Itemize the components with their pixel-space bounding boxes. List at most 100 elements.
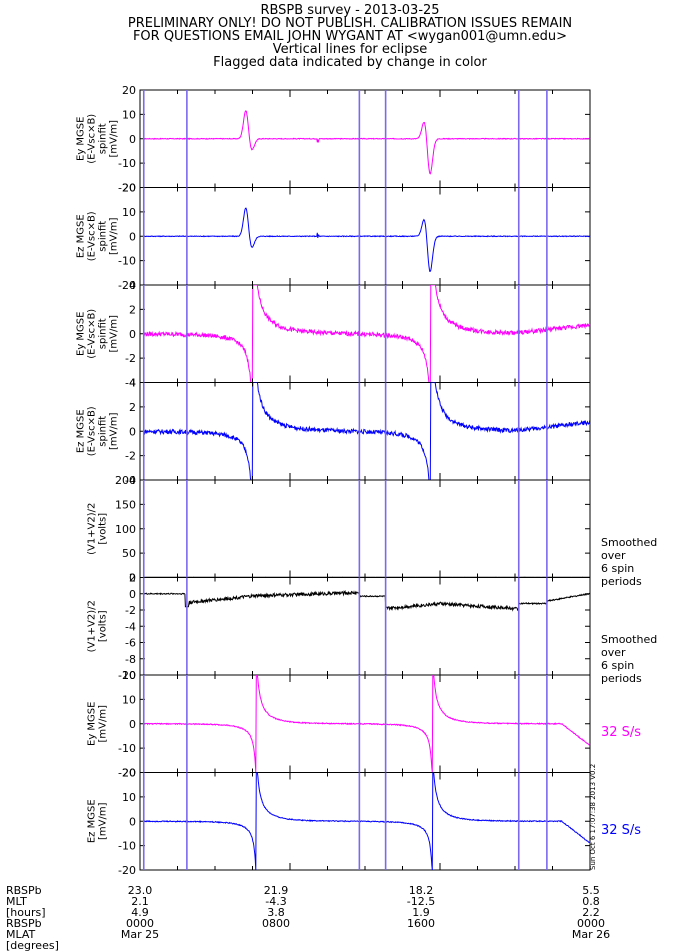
y-tick-label: -2: [125, 352, 136, 365]
series-line: [144, 383, 590, 481]
y-tick-label: 4: [129, 279, 136, 292]
title-line-5: Flagged data indicated by change in colo…: [0, 56, 700, 69]
panel-4: 420-2-4Ez MGSE(E-Vsc×B)spinfit[mV/m]: [76, 377, 591, 488]
ylabel-line: Ez MGSE: [76, 214, 87, 258]
footer-value: 0800: [246, 918, 306, 929]
y-tick-label: 20: [122, 767, 136, 780]
y-tick-label: 0: [129, 133, 136, 146]
ylabel-line: [mV/m]: [98, 802, 109, 840]
timestamp-stamp: Sun Oct 6 17:07:38 2013 V0.2: [589, 764, 597, 870]
y-tick-label: 2: [129, 303, 136, 316]
y-tick-label: -8: [125, 653, 136, 666]
y-tick-label: -20: [118, 864, 136, 877]
y-tick-label: -10: [118, 840, 136, 853]
ylabel-line: spinfit: [98, 318, 109, 349]
ylabel-line: spinfit: [98, 123, 109, 154]
y-tick-label: -6: [125, 637, 136, 650]
y-tick-label: 0: [129, 425, 136, 438]
y-tick-label: 20: [122, 84, 136, 97]
series-line: [144, 592, 590, 611]
ylabel-line: Ey MGSE: [76, 117, 87, 161]
y-tick-label: -10: [118, 157, 136, 170]
y-tick-label: -10: [118, 742, 136, 755]
series-line: [144, 208, 590, 271]
panel-6: 20-2-4-6-8-10(V1+V2)/2[volts]: [87, 572, 591, 683]
ylabel-line: (E-Vsc×B): [87, 114, 98, 164]
y-tick-label: 0: [129, 718, 136, 731]
y-tick-label: -10: [118, 255, 136, 268]
footer-date: Mar 26: [561, 929, 621, 940]
ylabel-line: spinfit: [98, 416, 109, 447]
panel-ylabel: Ez MGSE(E-Vsc×B)spinfit[mV/m]: [76, 406, 120, 456]
y-tick-label: 0: [129, 588, 136, 601]
series-line: [144, 111, 590, 174]
smoothed-note-panel-6: Smoothed over 6 spin periods: [601, 633, 657, 685]
ylabel-line: (E-Vsc×B): [87, 309, 98, 359]
smoothed-note-line: over: [601, 549, 657, 562]
y-tick-label: 10: [122, 206, 136, 219]
ylabel-line: spinfit: [98, 221, 109, 252]
panel-ylabel: Ez MGSE[mV/m]: [87, 799, 109, 843]
ylabel-line: Ey MGSE: [76, 312, 87, 356]
panel-ylabel: Ez MGSE(E-Vsc×B)spinfit[mV/m]: [76, 211, 120, 261]
smoothed-note-line: over: [601, 646, 657, 659]
y-tick-label: 10: [122, 791, 136, 804]
y-tick-label: -4: [125, 620, 136, 633]
series-line: [144, 675, 590, 773]
y-tick-label: -2: [125, 604, 136, 617]
rate-note-ez: 32 S/s: [601, 824, 641, 837]
y-tick-label: 10: [122, 108, 136, 121]
smoothed-note-line: 6 spin: [601, 562, 657, 575]
ylabel-line: Ez MGSE: [76, 409, 87, 453]
ylabel-line: [volts]: [98, 610, 109, 642]
y-tick-label: -2: [125, 450, 136, 463]
panel-ylabel: Ey MGSE(E-Vsc×B)spinfit[mV/m]: [76, 309, 120, 359]
ylabel-line: [mV/m]: [109, 315, 120, 353]
panel-ylabel: Ey MGSE[mV/m]: [87, 702, 109, 746]
smoothed-note-line: periods: [601, 575, 657, 588]
smoothed-note-line: Smoothed: [601, 536, 657, 549]
y-tick-label: 2: [129, 572, 136, 585]
ylabel-line: [mV/m]: [109, 217, 120, 255]
ylabel-line: (E-Vsc×B): [87, 406, 98, 456]
series-line: [144, 773, 590, 871]
y-tick-label: 0: [129, 328, 136, 341]
panel-ylabel: Ey MGSE(E-Vsc×B)spinfit[mV/m]: [76, 114, 120, 164]
y-tick-label: 20: [122, 182, 136, 195]
series-line: [144, 285, 590, 383]
smoothed-note-line: periods: [601, 672, 657, 685]
y-tick-label: 50: [122, 547, 136, 560]
ylabel-line: (V1+V2)/2: [87, 503, 98, 555]
smoothed-note-panel-5: Smoothed over 6 spin periods: [601, 536, 657, 588]
panel-frame: [140, 578, 590, 676]
ylabel-line: [mV/m]: [98, 705, 109, 743]
y-tick-label: 0: [129, 230, 136, 243]
y-tick-label: 20: [122, 669, 136, 682]
y-tick-label: 2: [129, 401, 136, 414]
panel-ylabel: (V1+V2)/2[volts]: [87, 503, 109, 555]
ylabel-line: Ey MGSE: [87, 702, 98, 746]
y-tick-label: 200: [115, 474, 136, 487]
smoothed-note-line: Smoothed: [601, 633, 657, 646]
smoothed-note-line: 6 spin: [601, 659, 657, 672]
footer-date: Mar 25: [110, 929, 170, 940]
ylabel-line: Ez MGSE: [87, 799, 98, 843]
panel-3: 420-2-4Ey MGSE(E-Vsc×B)spinfit[mV/m]: [76, 279, 591, 390]
panel-frame: [140, 480, 590, 578]
ylabel-line: (V1+V2)/2: [87, 600, 98, 652]
rate-note-ey: 32 S/s: [601, 726, 641, 739]
ylabel-line: [mV/m]: [109, 120, 120, 158]
y-tick-label: 4: [129, 377, 136, 390]
y-tick-label: 150: [115, 498, 136, 511]
ylabel-line: [mV/m]: [109, 412, 120, 450]
ylabel-line: (E-Vsc×B): [87, 211, 98, 261]
footer-value: 1600: [391, 918, 451, 929]
y-tick-label: 10: [122, 693, 136, 706]
ylabel-line: [volts]: [98, 513, 109, 545]
footer-row-label: [degrees]: [6, 940, 59, 951]
